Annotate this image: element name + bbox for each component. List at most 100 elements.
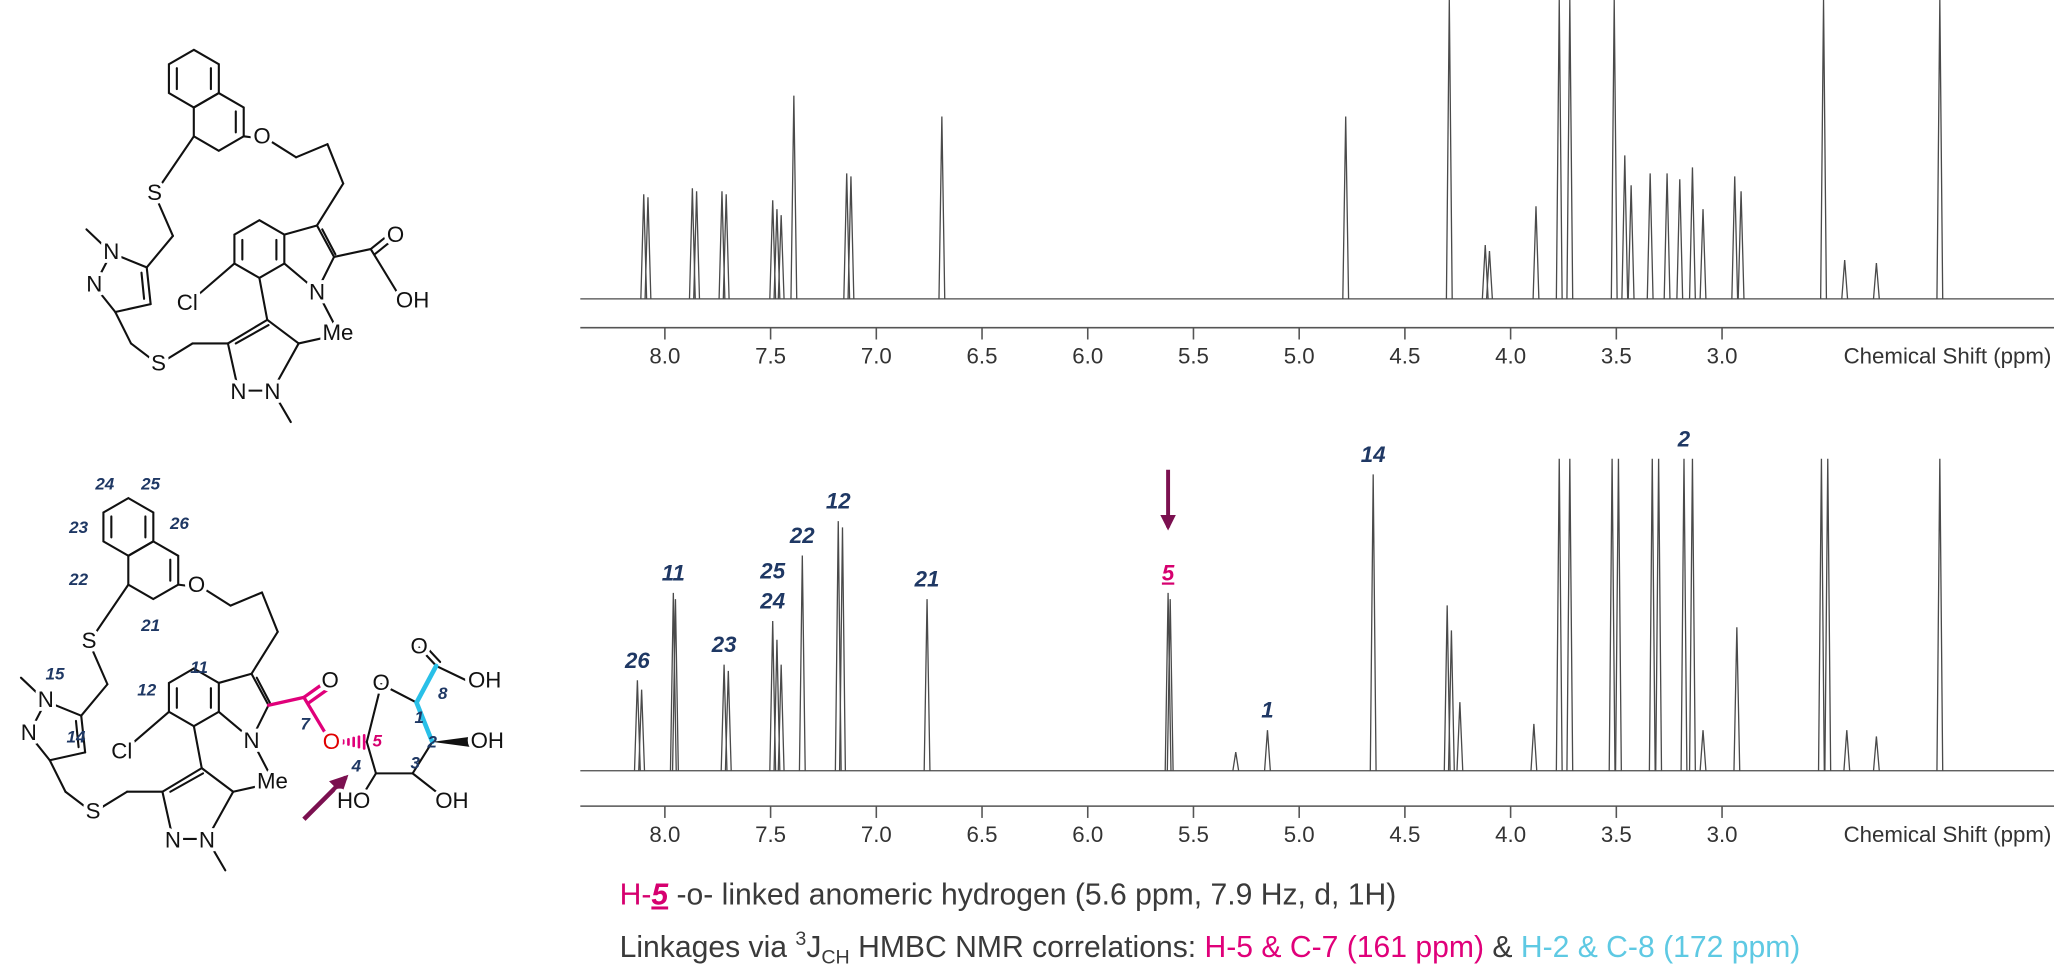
bond (157, 342, 194, 366)
x-tick-label: 4.5 (1389, 344, 1420, 369)
atom-label: N (230, 379, 246, 404)
peak (1456, 702, 1464, 771)
bond (88, 641, 109, 686)
peak-label: 12 (826, 489, 851, 514)
peak (1610, 0, 1618, 299)
peak (790, 95, 798, 299)
atom-label: OH (468, 668, 501, 693)
caption-run: H- (620, 878, 652, 911)
bond (283, 224, 319, 236)
bond (380, 683, 418, 704)
bond (48, 751, 87, 762)
peak (1621, 155, 1629, 299)
bond (80, 683, 109, 717)
caption-line: Linkages via 3JCH HMBC NMR correlations:… (620, 928, 1801, 968)
atom-label: Me (323, 320, 354, 345)
bond (411, 772, 444, 799)
bond (234, 324, 270, 345)
x-tick-label: 6.0 (1072, 822, 1103, 847)
peak-label: 5 (1162, 560, 1175, 585)
atom-number: 12 (137, 680, 156, 699)
peak (1614, 458, 1622, 771)
peak (1936, 0, 1944, 299)
peak (1530, 723, 1538, 771)
structure-parent (85, 48, 401, 424)
peak (638, 689, 646, 771)
atom-number: 8 (438, 684, 448, 703)
bond (250, 704, 270, 741)
peak-label: 26 (624, 648, 650, 673)
bond (140, 271, 146, 300)
atom-label: N (38, 687, 54, 712)
atom-number: 3 (411, 754, 421, 773)
caption-run: H-5 & C-7 (161 ppm) (1205, 931, 1485, 964)
atom-number: 1 (414, 708, 423, 727)
atom-label: O (321, 668, 338, 693)
bond (260, 591, 279, 633)
bond (217, 710, 253, 741)
atom-label: O (188, 572, 205, 597)
x-axis-title: Chemical Shift (ppm) (1844, 822, 2052, 847)
bond (129, 342, 160, 366)
peak (1627, 185, 1635, 299)
bond (411, 740, 434, 775)
bond (74, 719, 80, 749)
peak (669, 592, 677, 771)
bond (192, 725, 203, 770)
peak (1872, 736, 1880, 771)
caption-run: J (806, 931, 821, 964)
x-tick-label: 3.5 (1601, 344, 1632, 369)
peak (1737, 191, 1745, 299)
atom-label: N (86, 272, 102, 297)
x-tick-label: 4.0 (1495, 344, 1526, 369)
bond (85, 228, 113, 255)
bond (169, 772, 205, 793)
atom-label: Me (257, 768, 288, 793)
peak (1936, 458, 1944, 771)
bond (302, 695, 330, 739)
peak-label: 2 (1677, 426, 1691, 451)
atom-label: N (243, 728, 259, 753)
x-tick-label: 8.0 (649, 344, 680, 369)
ring (167, 667, 220, 728)
peak (1263, 730, 1272, 771)
x-tick-label: 4.0 (1495, 822, 1526, 847)
bond (205, 837, 227, 872)
peak (1608, 458, 1616, 771)
atom-number: 4 (351, 756, 362, 775)
x-tick-label: 7.0 (861, 822, 892, 847)
bond (315, 289, 336, 325)
bond (177, 583, 190, 587)
peak-label: 11 (662, 560, 685, 585)
peak (1688, 458, 1696, 771)
atom-number: 23 (68, 518, 88, 537)
bond (204, 588, 232, 607)
bond (271, 389, 292, 424)
peak (1532, 206, 1540, 299)
bond (27, 733, 51, 762)
caption-run: CH (821, 946, 849, 968)
peak (1655, 458, 1663, 771)
peak (1676, 179, 1684, 299)
bond (255, 676, 271, 704)
x-tick-label: 5.0 (1284, 344, 1315, 369)
atom-label: S (82, 628, 97, 653)
bond (266, 695, 306, 707)
bond (27, 700, 47, 736)
wedge-bond (432, 736, 472, 748)
bond (161, 767, 203, 793)
atom-number: 11 (190, 658, 208, 677)
peak-label: 25 (759, 558, 785, 583)
bond (242, 135, 256, 139)
atom-number: 5 (373, 731, 383, 750)
caption-run: 3 (795, 928, 806, 950)
caption-run: HMBC NMR correlations: (850, 931, 1205, 964)
peak (1841, 259, 1849, 299)
bond (321, 228, 337, 256)
bond (114, 310, 133, 345)
atom-label: OH (396, 287, 429, 312)
atom-label: O (373, 670, 390, 695)
peak (1820, 0, 1828, 299)
bond (315, 224, 336, 258)
